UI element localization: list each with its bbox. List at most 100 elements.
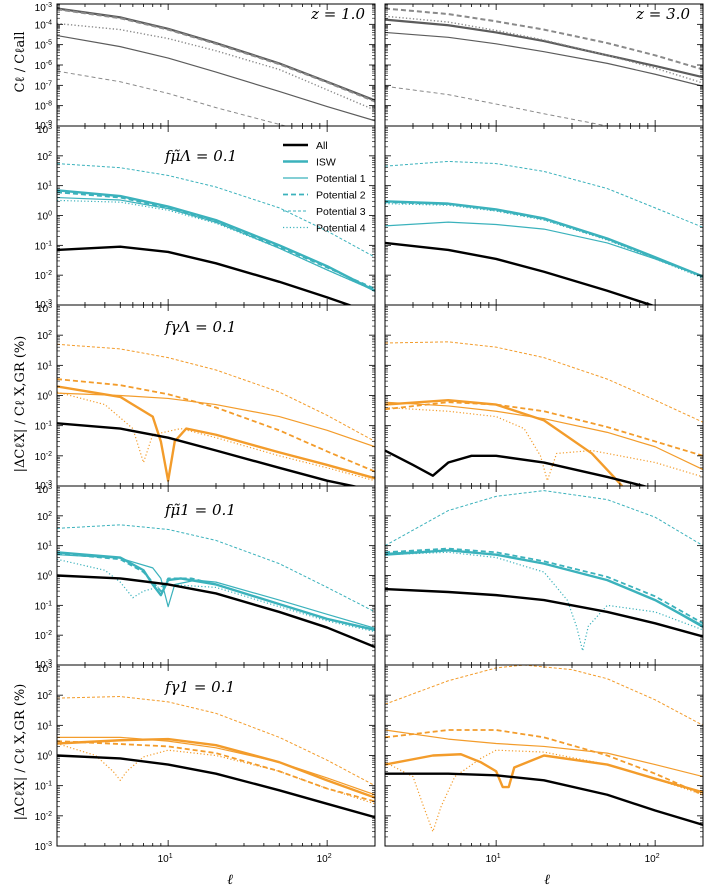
- y-tick-label: 103: [37, 484, 52, 496]
- panel-r1-c1: [385, 160, 703, 305]
- series-isw: [57, 385, 375, 482]
- y-tick-label: 103: [37, 124, 52, 136]
- series-potential-2: [57, 8, 375, 103]
- y-axis-label-upper: |ΔCℓX| / Cℓ X,GR (%): [13, 336, 28, 473]
- panel-r2-c1: [385, 341, 703, 486]
- y-tick-label: 100: [37, 751, 52, 763]
- x-tick-label: 101: [158, 853, 173, 865]
- row-label-gamma-one: fγ1 = 0.1: [164, 678, 235, 696]
- x-axis-label-left: ℓ: [227, 872, 233, 888]
- column-label-z1: z = 1.0: [310, 5, 365, 23]
- series-potential-1: [385, 401, 703, 471]
- y-tick-label: 10-1: [35, 240, 52, 252]
- series-isw: [385, 200, 703, 278]
- series-potential-3: [57, 696, 375, 787]
- series-potential-3: [57, 343, 375, 442]
- series-all: [57, 754, 375, 819]
- panel-frame-r1-c1: [384, 125, 704, 306]
- series-potential-1: [57, 196, 375, 292]
- y-tick-label: 102: [37, 151, 52, 163]
- y-tick-label: 10-6: [35, 60, 52, 72]
- x-tick-label: 101: [486, 853, 501, 865]
- series-potential-1: [385, 31, 703, 87]
- row-label-mu-one: fμ̃1 = 0.1: [164, 501, 236, 519]
- series-potential-1: [57, 554, 375, 629]
- y-tick-label: 10-2: [35, 811, 52, 823]
- legend-label: ISW: [316, 157, 336, 169]
- series-potential-4: [385, 551, 703, 652]
- y-tick-label: 101: [37, 360, 52, 372]
- y-tick-label: 10-3: [35, 659, 52, 671]
- y-tick-label: 102: [37, 330, 52, 342]
- series-potential-4: [385, 406, 703, 482]
- series-all: [385, 241, 655, 305]
- y-tick-label: 10-1: [35, 781, 52, 793]
- y-tick-label: 10-3: [35, 299, 52, 311]
- series-isw: [385, 18, 703, 79]
- series-potential-2: [385, 7, 703, 71]
- y-tick-label: 101: [37, 541, 52, 553]
- y-tick-label: 103: [37, 303, 52, 315]
- panel-r4-c1: [385, 665, 703, 833]
- y-tick-label: 10-2: [35, 630, 52, 642]
- y-tick-label: 101: [37, 720, 52, 732]
- series-isw: [57, 189, 375, 292]
- series-potential-1: [385, 221, 703, 278]
- y-tick-label: 101: [37, 181, 52, 193]
- panel-grid: 10-9 10-8 10-7 10-6 10-5 10-4 10-3 10-3 10-2 10-1…: [35, 2, 704, 865]
- series-potential-3: [385, 341, 703, 423]
- series-potential-2: [385, 201, 703, 278]
- y-tick-label: 10-1: [35, 600, 52, 612]
- legend-label: Potential 3: [316, 206, 366, 218]
- series-potential-3: [57, 163, 375, 258]
- x-tick-label: 102: [317, 853, 332, 865]
- legend-label: Potential 2: [316, 190, 366, 202]
- series-potential-3: [57, 524, 375, 613]
- y-tick-label: 10-2: [35, 270, 52, 282]
- panel-r0-c1: [385, 7, 703, 126]
- series-potential-3: [385, 490, 703, 547]
- series-potential-1: [385, 729, 703, 778]
- series-potential-1: [57, 34, 375, 122]
- series-isw: [385, 398, 624, 486]
- x-tick-label: 102: [645, 853, 660, 865]
- y-tick-label: 10-3: [35, 841, 52, 853]
- series-potential-2: [385, 729, 703, 796]
- y-tick-label: 10-3: [35, 2, 52, 14]
- series-potential-3: [57, 70, 288, 126]
- series-isw: [57, 551, 375, 632]
- series-potential-4: [385, 203, 703, 279]
- series-potential-3: [385, 665, 703, 726]
- series-all: [57, 245, 353, 305]
- y-tick-label: 100: [37, 211, 52, 223]
- legend-label: All: [316, 140, 328, 152]
- legend-label: Potential 4: [316, 223, 366, 235]
- y-tick-label: 10-7: [35, 80, 52, 92]
- series-potential-1: [57, 392, 375, 448]
- y-tick-label: 10-4: [35, 19, 52, 31]
- legend-label: Potential 1: [316, 173, 366, 185]
- series-potential-2: [385, 547, 703, 625]
- y-tick-label: 10-3: [35, 480, 52, 492]
- series-potential-3: [385, 160, 703, 228]
- series-potential-4: [385, 749, 703, 833]
- series-potential-2: [57, 740, 375, 803]
- y-tick-label: 10-5: [35, 40, 52, 52]
- series-isw: [57, 737, 375, 799]
- panel-r1-c0: [57, 163, 375, 305]
- y-axis-label-lower: |ΔCℓX| / Cℓ X,GR (%): [13, 684, 28, 821]
- series-potential-3: [385, 85, 610, 126]
- series-all: [385, 772, 703, 827]
- y-tick-label: 102: [37, 690, 52, 702]
- series-potential-4: [57, 558, 375, 633]
- x-axis-label-right: ℓ: [544, 872, 550, 888]
- series-potential-2: [385, 401, 703, 457]
- y-tick-label: 102: [37, 511, 52, 523]
- series-potential-1: [57, 736, 375, 796]
- panel-r2-c0: [57, 343, 375, 486]
- y-tick-label: 10-1: [35, 421, 52, 433]
- legend: All ISW Potential 1 Potential 2 Potential 3 P…: [283, 140, 366, 235]
- label-layer: z = 1.0 z = 3.0 fμ̃Λ = 0.1 fγΛ = 0.1 fμ̃…: [13, 5, 690, 888]
- y-tick-label: 100: [37, 391, 52, 403]
